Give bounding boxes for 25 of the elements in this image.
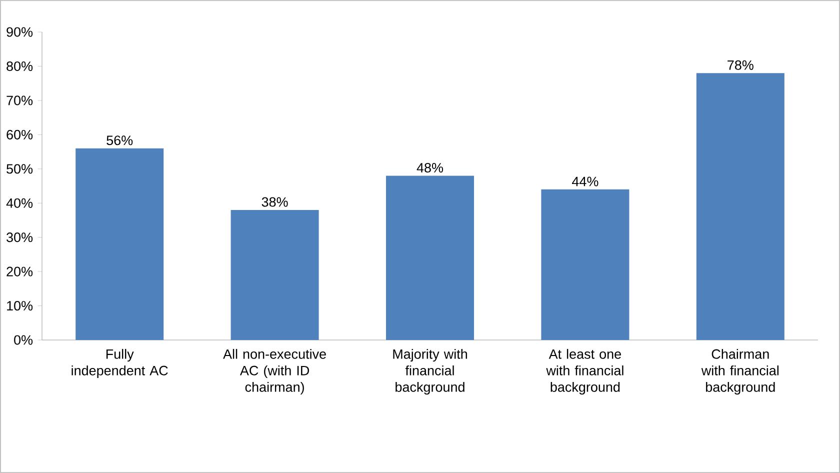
- data-label: 44%: [572, 176, 598, 186]
- y-tick-label: 90%: [6, 27, 33, 37]
- y-tick-label: 20%: [6, 266, 33, 276]
- data-label: 78%: [728, 60, 754, 70]
- x-tick-label: All non-executive AC (with ID chairman): [223, 348, 326, 395]
- y-tick-label: 10%: [7, 301, 33, 311]
- y-tick-label: 80%: [6, 61, 33, 71]
- x-tick-label: Fully independent AC: [72, 348, 168, 378]
- x-tick-label: Majority with financial background: [393, 348, 467, 395]
- bar: [230, 210, 319, 340]
- bar: [76, 148, 164, 340]
- y-tick-label: 30%: [6, 232, 33, 242]
- bar: [541, 189, 630, 340]
- y-tick-label: 0%: [14, 335, 33, 345]
- data-label: 48%: [416, 162, 444, 173]
- y-tick-label: 60%: [6, 130, 33, 140]
- y-tick-label: 70%: [6, 96, 33, 106]
- data-label: 56%: [106, 136, 133, 146]
- bar: [696, 73, 784, 340]
- bar: [386, 176, 474, 340]
- x-tick-label: Chairman with financial background: [701, 348, 778, 395]
- y-tick-label: 50%: [6, 164, 33, 174]
- data-label: 38%: [262, 197, 288, 207]
- x-tick-label: At least one with financial background: [546, 348, 624, 395]
- y-tick-label: 40%: [6, 198, 33, 208]
